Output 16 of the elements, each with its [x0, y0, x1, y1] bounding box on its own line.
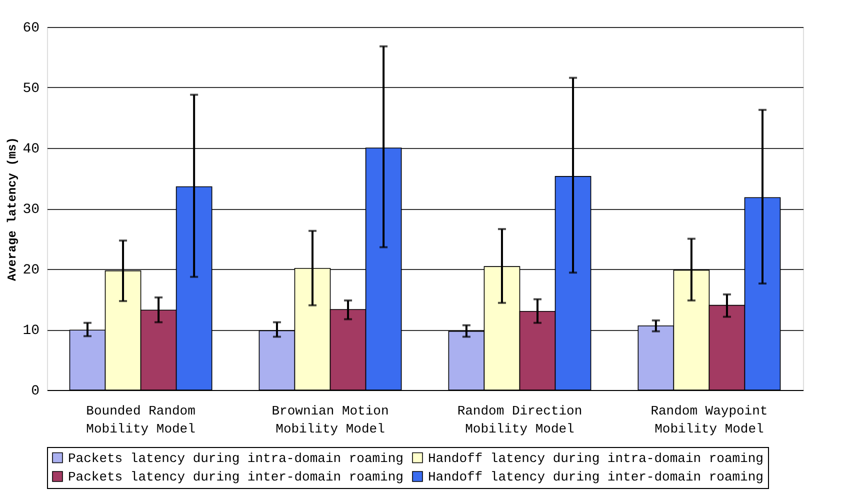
x-tick-label: Brownian Motion Mobility Model — [272, 404, 389, 436]
y-tick-label: 50 — [22, 81, 40, 97]
y-tick-label: 0 — [31, 384, 40, 400]
legend-label: Handoff latency during intra-domain roaming — [428, 450, 764, 466]
legend-label: Packets latency during intra-domain roaming — [68, 450, 404, 466]
y-tick-label: 10 — [22, 323, 40, 339]
legend-label: Handoff latency during inter-domain roaming — [428, 470, 764, 484]
y-tick-label: 40 — [22, 142, 40, 158]
y-axis-title: Average latency (ms) — [6, 136, 20, 282]
y-tick-label: 60 — [22, 20, 40, 36]
y-tick-label: 20 — [22, 262, 40, 278]
legend-label: Packets latency during inter-domain roaming — [68, 470, 404, 484]
x-tick-label: Random Direction Mobility Model — [457, 404, 582, 436]
x-tick-label: Bounded Random Mobility Model — [86, 404, 196, 436]
y-tick-label: 30 — [22, 202, 40, 218]
x-tick-label: Random Waypoint Mobility Model — [650, 404, 768, 436]
